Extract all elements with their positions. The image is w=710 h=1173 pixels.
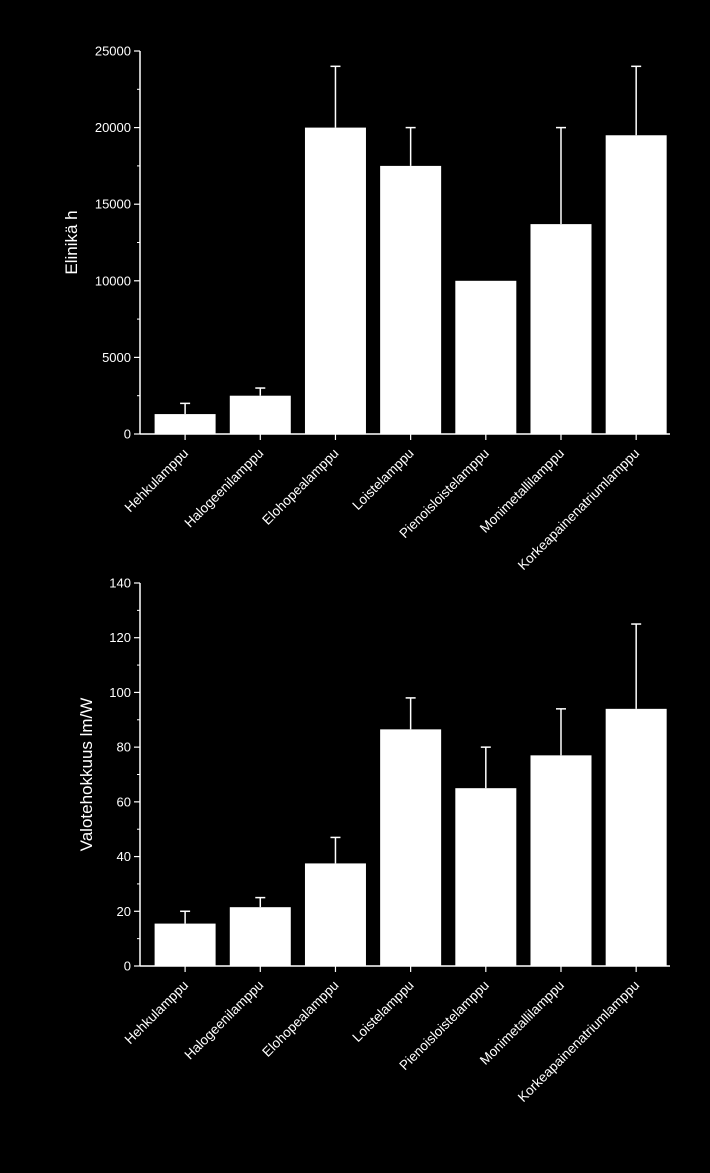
y-tick-label-efficacy-1: 20 <box>117 904 131 919</box>
bar-efficacy-1 <box>229 907 291 966</box>
bar-lifetime-6 <box>605 135 667 434</box>
bar-efficacy-2 <box>304 863 366 966</box>
y-tick-label-efficacy-5: 100 <box>109 685 131 700</box>
x-tick-label-lifetime-3: Loistelamppu <box>349 446 416 513</box>
x-tick-label-lifetime-2: Elohopealamppu <box>259 446 341 528</box>
y-tick-label-lifetime-1: 5000 <box>102 350 131 365</box>
bar-lifetime-5 <box>530 224 592 434</box>
y-tick-label-efficacy-3: 60 <box>117 794 131 809</box>
x-tick-label-efficacy-2: Elohopealamppu <box>259 978 341 1060</box>
x-tick-label-efficacy-5: Monimetallilamppu <box>477 978 567 1068</box>
bar-lifetime-2 <box>304 127 366 434</box>
chart-lifetime: 0 5000 10000 15000 20000 25000 HehkulamppuHalo… <box>62 44 670 573</box>
bar-lifetime-1 <box>229 395 291 434</box>
x-tick-label-lifetime-1: Halogeenilamppu <box>181 446 266 531</box>
y-tick-label-lifetime-2: 10000 <box>95 273 131 288</box>
bar-lifetime-4 <box>455 280 517 434</box>
x-tick-label-lifetime-5: Monimetallilamppu <box>477 446 567 536</box>
bar-efficacy-4 <box>455 788 517 966</box>
y-tick-label-efficacy-4: 80 <box>117 740 131 755</box>
y-tick-label-efficacy-0: 0 <box>124 959 131 974</box>
bar-efficacy-3 <box>380 729 442 966</box>
x-tick-label-lifetime-6: Korkeapainenatriumlamppu <box>515 446 642 573</box>
y-tick-label-lifetime-4: 20000 <box>95 120 131 135</box>
y-tick-label-lifetime-3: 15000 <box>95 197 131 212</box>
x-tick-label-lifetime-0: Hehkulamppu <box>122 446 192 516</box>
y-tick-label-lifetime-5: 25000 <box>95 44 131 59</box>
y-axis-title-lifetime: Elinikä h <box>62 210 81 274</box>
x-tick-label-efficacy-6: Korkeapainenatriumlamppu <box>515 978 642 1105</box>
chart-luminous-efficacy: 0 20 40 60 80 100 120 140 HehkulamppuHalogeenila… <box>77 576 670 1105</box>
y-tick-label-lifetime-0: 0 <box>124 427 131 442</box>
bar-efficacy-6 <box>605 708 667 966</box>
bar-lifetime-3 <box>380 165 442 434</box>
y-tick-label-efficacy-7: 140 <box>109 576 131 591</box>
y-axis-title-efficacy: Valotehokkuus lm/W <box>77 698 96 852</box>
bar-lifetime-0 <box>154 414 216 434</box>
y-tick-label-efficacy-2: 40 <box>117 849 131 864</box>
x-tick-label-efficacy-1: Halogeenilamppu <box>181 978 266 1063</box>
x-tick-label-efficacy-3: Loistelamppu <box>349 978 416 1045</box>
y-tick-label-efficacy-6: 120 <box>109 630 131 645</box>
bar-efficacy-0 <box>154 923 216 966</box>
bar-efficacy-5 <box>530 755 592 966</box>
x-tick-label-efficacy-0: Hehkulamppu <box>122 978 192 1048</box>
